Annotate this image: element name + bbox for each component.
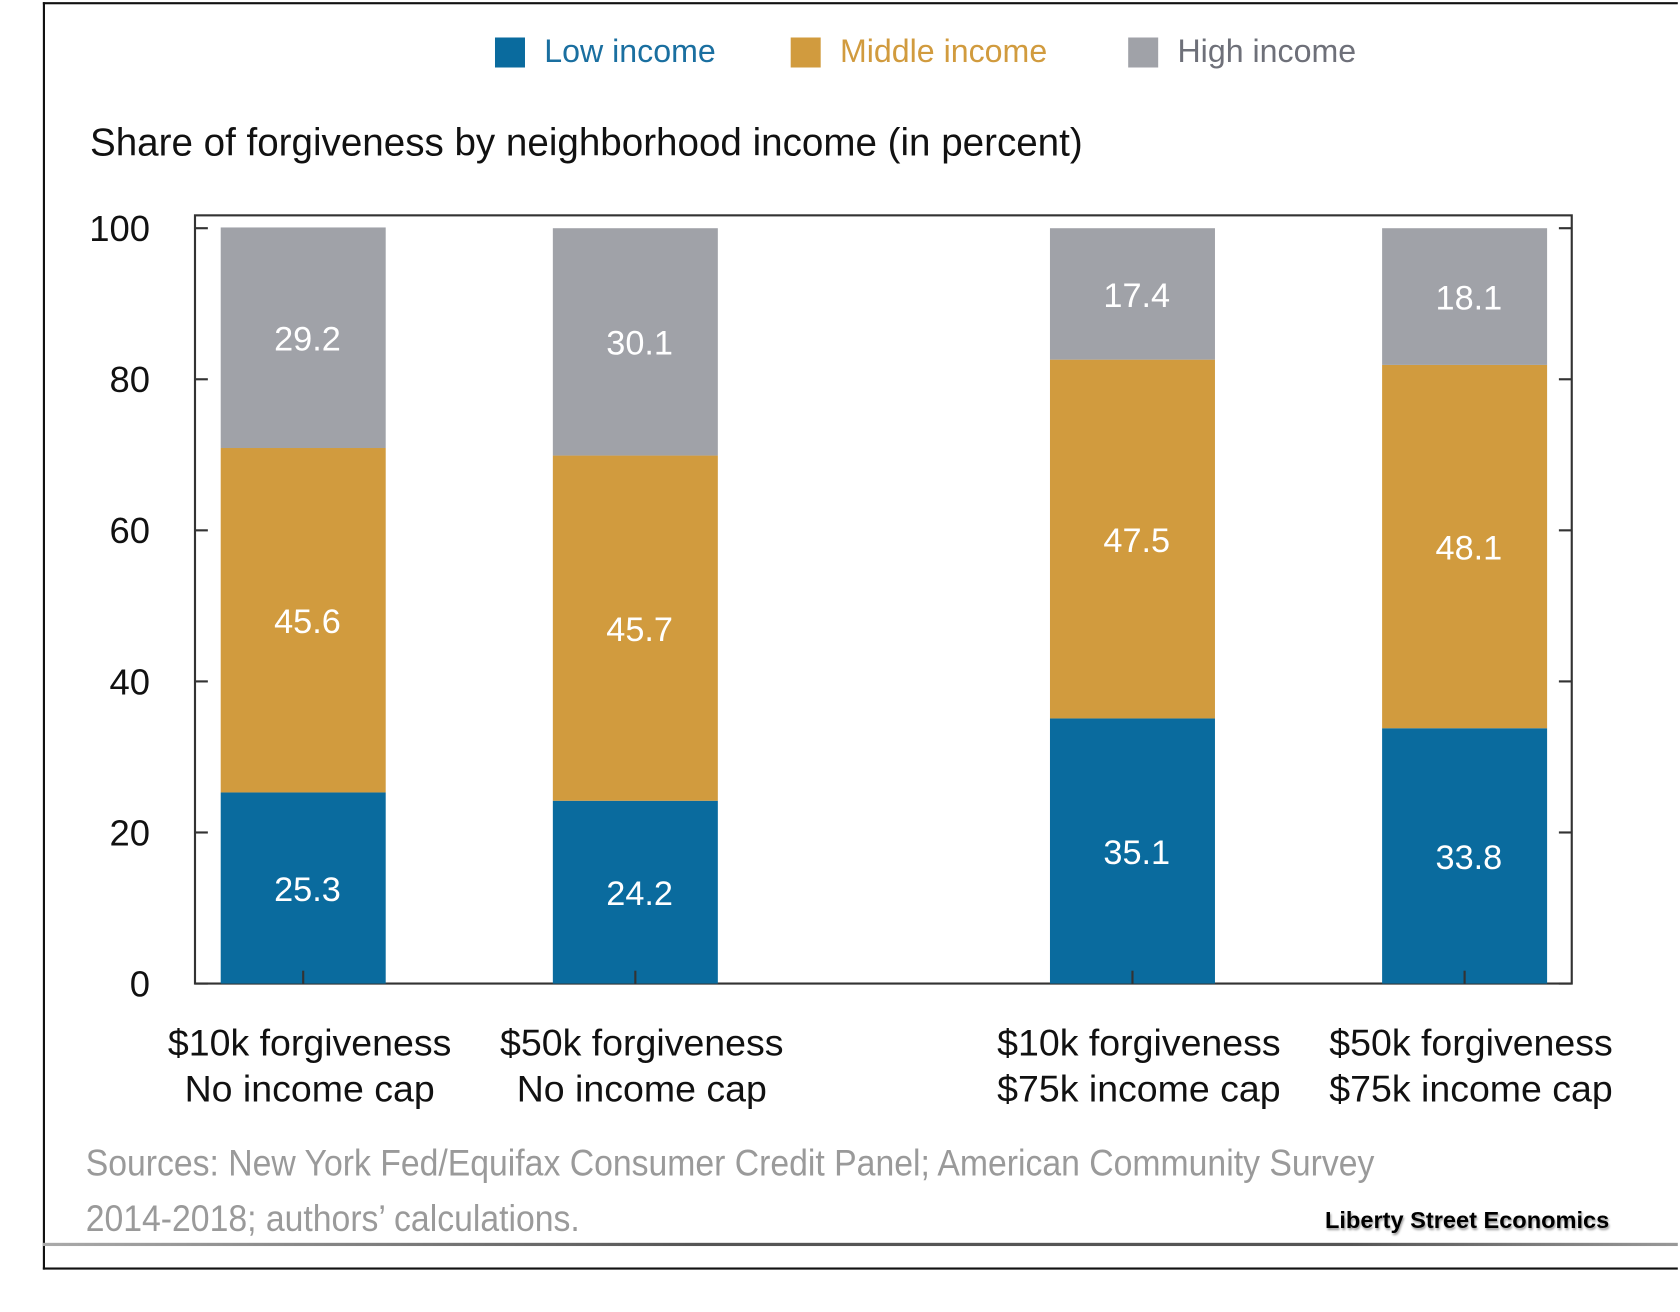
data-label: 48.1 xyxy=(1436,529,1503,567)
x-tick-label-line: $10k forgiveness xyxy=(167,1022,452,1064)
bar-segment-high-income xyxy=(1382,228,1548,365)
plot-border xyxy=(193,214,1573,985)
legend-label-high: High income xyxy=(1177,34,1357,70)
chart-title: Share of forgiveness by neighborhood inc… xyxy=(89,119,1083,164)
bar-segment-low-income xyxy=(220,792,386,984)
data-label: 17.4 xyxy=(1103,277,1170,315)
legend-label-middle: Middle income xyxy=(839,34,1048,70)
x-tick-label: $10k forgiveness $75k income cap xyxy=(967,1020,1310,1112)
y-tick-label: 100 xyxy=(89,208,150,249)
bar-segment-low-income xyxy=(552,800,718,984)
data-label: 18.1 xyxy=(1436,279,1503,317)
x-tick-label: $50k forgiveness No income cap xyxy=(470,1020,813,1112)
data-label: 35.1 xyxy=(1103,834,1170,872)
bar-segment-middle-income xyxy=(220,448,386,793)
y-tick-label: 60 xyxy=(109,510,150,551)
bar-segment-high-income xyxy=(552,228,718,456)
bar-segment-middle-income xyxy=(1049,359,1215,719)
x-tick-label-line: $10k forgiveness xyxy=(997,1022,1281,1064)
data-label: 33.8 xyxy=(1436,839,1503,877)
legend-swatch-low xyxy=(494,37,525,68)
data-label: 45.7 xyxy=(606,611,673,649)
data-label: 47.5 xyxy=(1103,522,1170,560)
figure-frame xyxy=(42,2,1678,1270)
y-tick-label: 80 xyxy=(109,359,150,400)
brand-logo: Liberty Street Economics xyxy=(1324,1206,1610,1234)
legend-label-low: Low income xyxy=(544,34,716,70)
bar-segment-middle-income xyxy=(1382,364,1548,729)
legend-item-low: Low income xyxy=(494,34,716,70)
legend-swatch-high xyxy=(1128,37,1159,68)
x-tick-label: $50k forgiveness $75k income cap xyxy=(1300,1020,1643,1112)
data-label: 25.3 xyxy=(274,871,341,909)
source-note: Sources: New York Fed/Equifax Consumer C… xyxy=(85,1142,1375,1240)
y-tick-label: 20 xyxy=(109,812,150,853)
data-label: 29.2 xyxy=(274,321,341,359)
data-label: 45.6 xyxy=(274,603,341,641)
bar-segment-low-income xyxy=(1049,718,1215,984)
x-tick-label-line: $75k income cap xyxy=(1329,1068,1613,1110)
legend-swatch-middle xyxy=(790,37,821,68)
y-tick-label: 40 xyxy=(109,661,150,702)
y-tick-label: 0 xyxy=(130,963,150,1004)
data-label: 30.1 xyxy=(606,325,673,363)
legend-item-high: High income xyxy=(1128,34,1356,70)
x-tick-label-line: No income cap xyxy=(516,1068,767,1110)
bar-segment-low-income xyxy=(1382,728,1548,984)
legend: Low income Middle income High income xyxy=(0,34,1680,73)
legend-item-middle: Middle income xyxy=(790,34,1048,70)
bar-segment-high-income xyxy=(220,227,386,449)
x-tick-label-line: $50k forgiveness xyxy=(500,1022,784,1064)
bottom-rule xyxy=(42,1242,1678,1247)
x-tick-label: $10k forgiveness No income cap xyxy=(138,1020,481,1112)
x-tick-label-line: $50k forgiveness xyxy=(1329,1022,1613,1064)
bar-segment-high-income xyxy=(1049,228,1215,360)
x-tick-label-line: $75k income cap xyxy=(997,1068,1281,1110)
x-tick-label-line: No income cap xyxy=(184,1068,435,1110)
bar-segment-middle-income xyxy=(552,455,718,801)
data-label: 24.2 xyxy=(606,875,673,913)
